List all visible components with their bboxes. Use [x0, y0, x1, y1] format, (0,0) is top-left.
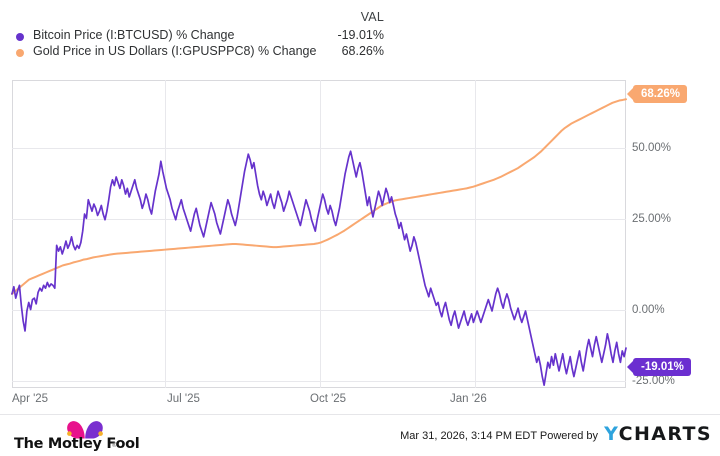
x-axis-tick-label: Jul '25 — [167, 393, 200, 405]
y-axis-tick-label: -25.00% — [632, 375, 675, 387]
motley-fool-logo: The Motley Fool ® — [14, 419, 224, 453]
gridline-horizontal — [12, 148, 626, 149]
motley-fool-wordmark: The Motley Fool — [14, 436, 140, 452]
series-line-bitcoin — [11, 150, 627, 386]
gridline-vertical — [475, 80, 476, 388]
chart-footer: The Motley Fool ® Mar 31, 2026, 3:14 PM … — [0, 414, 720, 456]
footer-divider — [0, 414, 720, 415]
legend-item-label: Bitcoin Price (I:BTCUSD) % Change — [33, 28, 235, 42]
gridline-horizontal — [12, 381, 626, 382]
chart-plot-area[interactable] — [11, 80, 627, 388]
legend-dot-icon — [16, 49, 24, 57]
footer-timestamp: Mar 31, 2026, 3:14 PM EDT Powered by — [400, 430, 598, 442]
chart-legend: VAL Bitcoin Price (I:BTCUSD) % Change -1… — [0, 0, 720, 68]
registered-mark: ® — [112, 443, 117, 449]
series-line-gold — [11, 98, 627, 295]
x-axis-tick-label: Apr '25 — [12, 393, 49, 405]
gridline-vertical — [165, 80, 166, 388]
gridline-vertical — [320, 80, 321, 388]
callout-badge-bitcoin-value: -19.01% — [641, 361, 684, 373]
x-axis-tick-label: Oct '25 — [310, 393, 347, 405]
legend-value-header: VAL — [360, 10, 384, 24]
legend-dot-icon — [16, 33, 24, 41]
y-axis-tick-label: 0.00% — [632, 304, 665, 316]
legend-item-label: Gold Price in US Dollars (I:GPUSPPC8) % … — [33, 44, 317, 58]
callout-badge-bitcoin: -19.01% — [627, 358, 691, 376]
plot-frame — [12, 80, 626, 388]
callout-badge-gold: 68.26% — [626, 85, 688, 103]
y-axis-tick-label: 25.00% — [632, 213, 672, 225]
gridline-horizontal — [12, 310, 626, 311]
series-lines — [11, 98, 627, 386]
ycharts-logo-text: CHARTS — [618, 423, 712, 445]
callout-badge-gold-value: 68.26% — [641, 88, 681, 100]
ycharts-logo: YCHARTS — [604, 423, 712, 445]
gridline-horizontal — [12, 219, 626, 220]
ycharts-logo-y: Y — [604, 423, 619, 445]
y-axis-tick-label: 50.00% — [632, 142, 672, 154]
legend-item-value: -19.01% — [337, 28, 384, 42]
jester-hat-icon — [67, 421, 103, 439]
x-axis-tick-label: Jan '26 — [450, 393, 487, 405]
legend-item-value: 68.26% — [341, 44, 384, 58]
